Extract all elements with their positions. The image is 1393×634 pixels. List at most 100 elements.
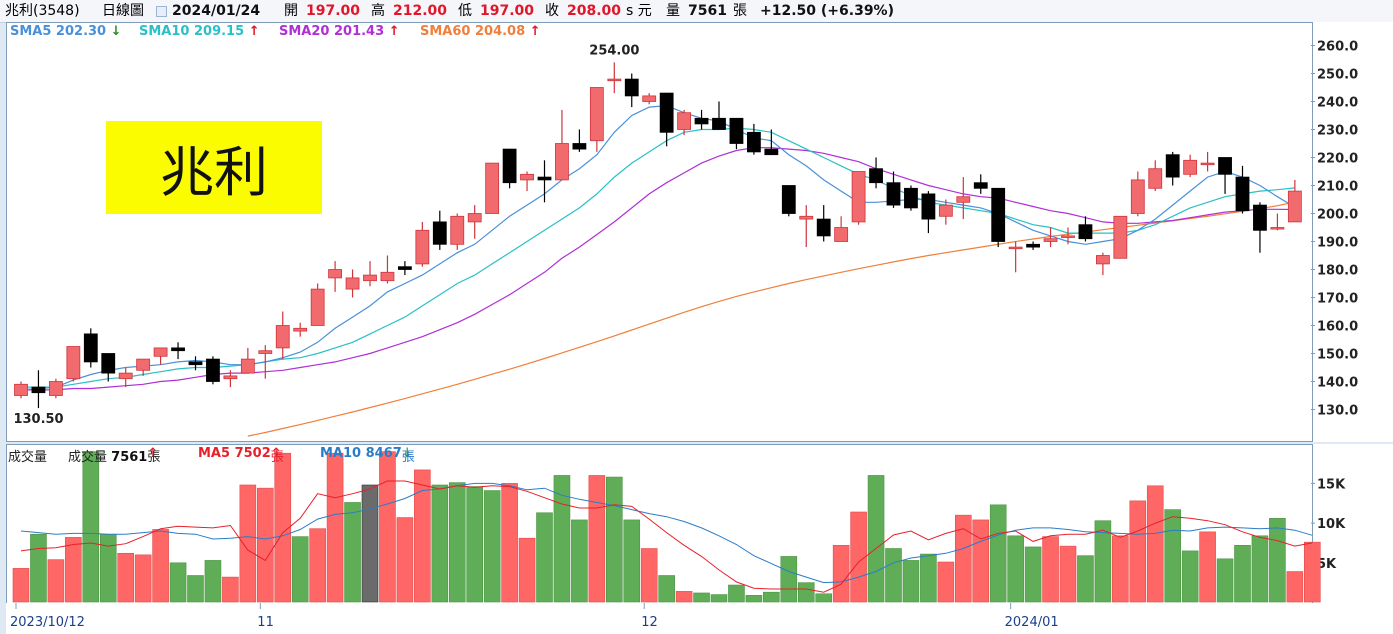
candle — [572, 143, 587, 150]
volume-bar — [47, 559, 65, 603]
volume-bar — [920, 553, 937, 603]
candle — [380, 271, 395, 282]
price-tick-label: 240.0 — [1317, 96, 1358, 111]
volume-bar — [954, 514, 972, 603]
volume-tick-label: 5K — [1317, 557, 1337, 572]
candle — [1078, 224, 1093, 240]
candle — [991, 187, 1006, 242]
candle — [310, 288, 325, 326]
candle — [520, 173, 534, 181]
volume-bar — [1112, 535, 1129, 603]
volume-bar — [344, 502, 361, 603]
volume-bar — [309, 528, 326, 603]
arrow-up-icon: ↑ — [270, 446, 282, 461]
arrow-down-icon: ↓ — [401, 446, 413, 461]
sma20-line — [21, 147, 1295, 391]
volume-bar — [1234, 545, 1251, 603]
volume-bar — [1042, 536, 1059, 603]
volume-bar — [623, 519, 641, 603]
volume-bar — [1007, 535, 1024, 603]
volume-bar — [1059, 545, 1077, 603]
volume-bar — [1181, 550, 1199, 603]
volume-bar — [693, 592, 710, 603]
candle — [485, 162, 500, 214]
price-tick-label: 180.0 — [1317, 264, 1358, 279]
volume-bar — [675, 591, 693, 603]
volume-bar — [710, 594, 728, 603]
close-label: 收 — [545, 3, 559, 19]
volume-bar — [571, 519, 588, 603]
candle — [101, 353, 116, 374]
quote-header: 兆利(3548) 日線圖 2024/01/24 開 197.00 高 212.0… — [0, 0, 1393, 23]
volume-ma5-legend: MA5 7502 ↑ 張 — [198, 446, 284, 465]
volume-bar — [239, 484, 257, 603]
candle — [258, 350, 273, 354]
volume-bar — [82, 451, 100, 603]
candle — [624, 78, 639, 97]
price-tick-label: 210.0 — [1317, 180, 1358, 195]
volume-bar — [1129, 500, 1147, 603]
volume-bar — [414, 469, 431, 603]
volume-bar — [187, 575, 204, 603]
candle — [206, 358, 220, 382]
volume-bar — [274, 452, 292, 603]
candle — [886, 182, 901, 206]
price-tick-label: 250.0 — [1317, 68, 1358, 83]
volume-bar — [1269, 518, 1286, 603]
volume-bar — [1164, 509, 1181, 603]
candle — [851, 171, 866, 223]
quote-date: 2024/01/24 — [172, 3, 261, 19]
volume-bar — [501, 483, 518, 603]
candle — [694, 117, 709, 125]
candle — [1096, 255, 1110, 265]
volume-bar — [396, 517, 414, 603]
stock-name[interactable]: 兆利(3548) — [5, 3, 80, 19]
volume-bar — [1216, 558, 1234, 603]
volume-bar — [588, 475, 606, 603]
candle — [363, 274, 377, 282]
candle — [293, 327, 308, 332]
volume-bar — [483, 490, 501, 603]
volume-legend-item: 成交量 7561 ↑ 張 — [68, 446, 161, 465]
volume-value: 7561 — [688, 3, 727, 19]
period-label[interactable]: 日線圖 — [102, 3, 144, 19]
candle — [328, 269, 343, 279]
candle — [1287, 190, 1302, 223]
low-label: 低 — [458, 3, 472, 19]
candle — [973, 182, 988, 189]
volume-bar — [553, 475, 571, 603]
candle — [659, 92, 674, 133]
volume-bar — [518, 537, 536, 603]
sma5-line — [20, 105, 1296, 391]
volume-bar — [1024, 546, 1042, 603]
candle — [938, 204, 953, 217]
candle — [66, 346, 81, 380]
volume-bar — [134, 554, 152, 603]
volume-bar — [728, 584, 745, 603]
candle — [415, 229, 430, 265]
volume-bar — [815, 593, 833, 603]
close-value: 208.00 — [567, 3, 622, 19]
candle — [188, 361, 203, 366]
candle — [1235, 176, 1250, 212]
open-label: 開 — [284, 3, 298, 19]
volume-bar — [989, 504, 1007, 603]
volume-bar — [169, 562, 187, 603]
price-panel[interactable] — [6, 22, 1313, 442]
candle — [816, 218, 831, 237]
high-label: 高 — [371, 3, 385, 19]
sma60-legend: SMA60 204.08 ↑ — [420, 24, 541, 39]
volume-panel-title: 成交量 — [8, 450, 48, 465]
volume-bar — [204, 560, 222, 603]
candle — [712, 117, 726, 130]
low-annotation: 130.50 — [13, 412, 63, 427]
candle — [956, 196, 971, 203]
volume-bar — [763, 591, 780, 603]
candle — [432, 221, 447, 245]
candle — [1200, 162, 1215, 166]
volume-bar — [466, 486, 484, 603]
volume-bar — [431, 484, 449, 603]
high-value: 212.00 — [393, 3, 448, 19]
